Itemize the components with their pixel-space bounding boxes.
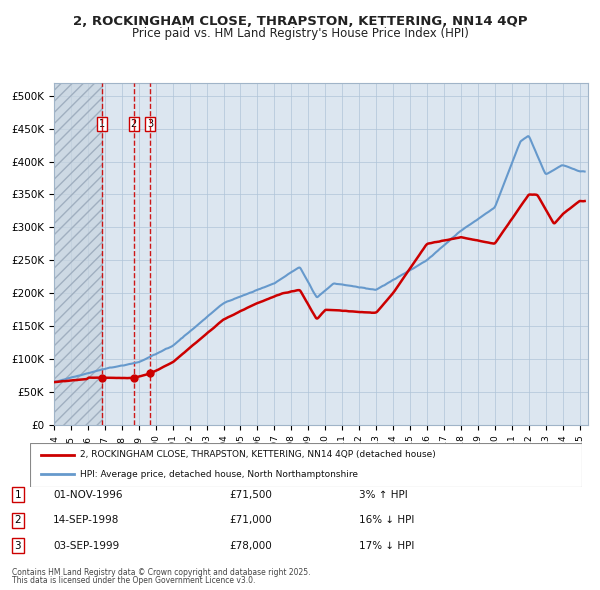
Text: This data is licensed under the Open Government Licence v3.0.: This data is licensed under the Open Gov… — [12, 576, 256, 585]
Text: £78,000: £78,000 — [229, 540, 272, 550]
Text: 14-SEP-1998: 14-SEP-1998 — [53, 515, 119, 525]
Text: 2, ROCKINGHAM CLOSE, THRAPSTON, KETTERING, NN14 4QP: 2, ROCKINGHAM CLOSE, THRAPSTON, KETTERIN… — [73, 15, 527, 28]
Text: Price paid vs. HM Land Registry's House Price Index (HPI): Price paid vs. HM Land Registry's House … — [131, 27, 469, 40]
Text: 2: 2 — [131, 119, 137, 129]
Text: HPI: Average price, detached house, North Northamptonshire: HPI: Average price, detached house, Nort… — [80, 470, 358, 479]
Text: 03-SEP-1999: 03-SEP-1999 — [53, 540, 119, 550]
Text: 2: 2 — [14, 515, 21, 525]
Text: 17% ↓ HPI: 17% ↓ HPI — [359, 540, 414, 550]
Text: £71,500: £71,500 — [229, 490, 272, 500]
Text: 01-NOV-1996: 01-NOV-1996 — [53, 490, 122, 500]
Text: 3% ↑ HPI: 3% ↑ HPI — [359, 490, 407, 500]
Bar — [54, 83, 102, 425]
Bar — [54, 83, 102, 425]
Text: 1: 1 — [14, 490, 21, 500]
Text: 2, ROCKINGHAM CLOSE, THRAPSTON, KETTERING, NN14 4QP (detached house): 2, ROCKINGHAM CLOSE, THRAPSTON, KETTERIN… — [80, 450, 436, 460]
Text: 3: 3 — [147, 119, 153, 129]
Text: 1: 1 — [99, 119, 105, 129]
Text: £71,000: £71,000 — [229, 515, 272, 525]
Text: 16% ↓ HPI: 16% ↓ HPI — [359, 515, 414, 525]
Text: Contains HM Land Registry data © Crown copyright and database right 2025.: Contains HM Land Registry data © Crown c… — [12, 568, 311, 577]
FancyBboxPatch shape — [30, 442, 582, 487]
Text: 3: 3 — [14, 540, 21, 550]
